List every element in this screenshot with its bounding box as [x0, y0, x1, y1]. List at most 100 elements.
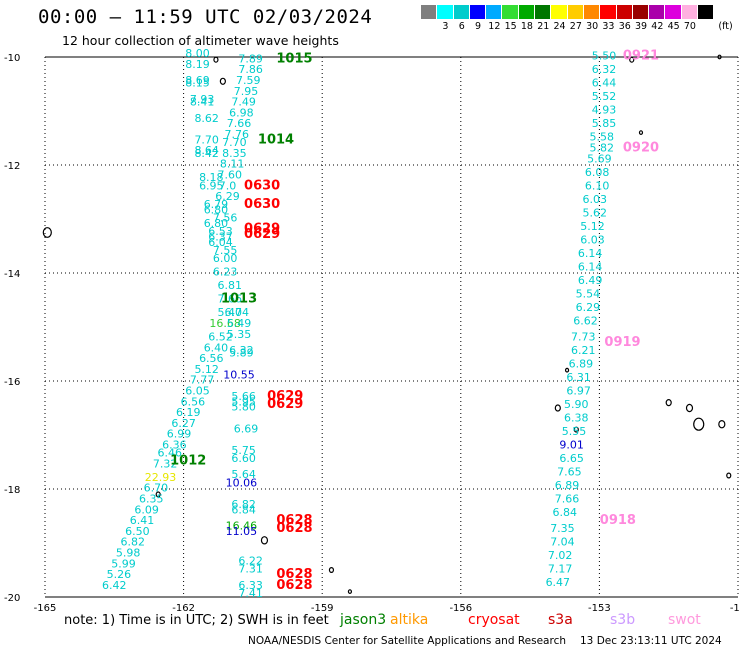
- island-outline: [42, 227, 52, 238]
- island-outline: [665, 399, 672, 407]
- colorbar-label: 12: [488, 21, 501, 32]
- wave-height-value: 6.70: [144, 482, 169, 495]
- wave-height-value: 7.31: [238, 563, 263, 576]
- satellite-legend: jason3 altika cryosat s3a s3b swot: [0, 612, 740, 630]
- wave-height-value: 5.80: [231, 401, 256, 414]
- y-tick-label: -10: [4, 53, 20, 64]
- wave-height-value: 6.46: [157, 447, 182, 460]
- wave-height-value: 8.19: [185, 58, 210, 71]
- wave-height-value: 6.09: [134, 503, 159, 516]
- track-time-labels: 1015101410131012063006300629062906290629…: [170, 49, 659, 593]
- wave-height-value: 6.79: [204, 198, 229, 211]
- wave-height-value: 16.46: [226, 520, 258, 533]
- wave-height-value: 5.98: [116, 547, 141, 560]
- wave-height-value: 6.41: [130, 514, 155, 527]
- wave-height-value: 6.80: [204, 217, 229, 230]
- wave-height-value: 7.77: [190, 374, 215, 387]
- plot-frame: [45, 56, 738, 598]
- wave-height-value: 16.68: [209, 317, 241, 330]
- track-time-label: 0918: [600, 513, 636, 528]
- island-outline: [219, 77, 226, 85]
- wave-height-value: 7.59: [236, 74, 261, 87]
- track-time-label: 0630: [244, 178, 280, 193]
- colorbar-swatch: [437, 5, 454, 19]
- track-time-label: 1013: [221, 292, 257, 307]
- wave-height-value: 6.82: [231, 498, 256, 511]
- track-time-label: 0629: [267, 389, 303, 404]
- island-outline: [638, 130, 644, 136]
- colorbar-swatch: [681, 5, 699, 19]
- track-time-label: 1014: [258, 132, 294, 147]
- credit-text: NOAA/NESDIS Center for Satellite Applica…: [248, 635, 566, 647]
- axis-ticks: -165 -162 -159 -156 -153 -15 -10 -12 -14 -16 -18 -2…: [4, 53, 740, 614]
- wave-height-value: 6.99: [167, 428, 192, 441]
- wave-height-value: 6.00: [213, 252, 238, 265]
- wave-height-value: 5.75: [231, 444, 256, 457]
- wave-height-value: 6.56: [181, 395, 206, 408]
- wave-height-value: 6.03: [580, 233, 605, 246]
- colorbar-label: 36: [618, 21, 631, 32]
- colorbar-swatch: [486, 5, 503, 19]
- colorbar-label: 42: [651, 21, 664, 32]
- track-time-label: 0630: [244, 197, 280, 212]
- wave-height-value: 7.66: [218, 293, 243, 306]
- satellite-legend-jason3: jason3: [340, 612, 387, 628]
- wave-height-value: 5.49: [227, 317, 252, 330]
- wave-height-value: 7.70: [222, 136, 247, 149]
- colorbar-swatch: [453, 5, 470, 19]
- colorbar-label: 45: [667, 21, 680, 32]
- wave-height-value: 6.95: [199, 179, 224, 192]
- y-tick-label: -16: [4, 377, 20, 388]
- wave-height-value: 6.04: [224, 306, 249, 319]
- wave-height-value: 6.19: [176, 406, 201, 419]
- colorbar-swatch: [551, 5, 568, 19]
- wave-height-value: 7.86: [238, 63, 263, 76]
- colorbar-label: 30: [586, 21, 599, 32]
- colorbar-label: 24: [553, 21, 566, 32]
- wave-height-value: 6.47: [546, 576, 571, 589]
- wave-height-value: 6.80: [204, 204, 229, 217]
- wave-height-value: 6.14: [578, 247, 603, 260]
- wave-height-value: 22.93: [145, 471, 177, 484]
- track-time-label: 1015: [276, 51, 312, 66]
- colorbar-swatch: [616, 5, 633, 19]
- island-outline: [155, 491, 161, 498]
- wave-height-value: 6.29: [215, 190, 240, 203]
- wave-height-value: 6.49: [578, 274, 603, 287]
- wave-height-value: 7.0: [219, 179, 237, 192]
- track-time-label: 0629: [267, 397, 303, 412]
- wave-height-value: 5.58: [589, 131, 614, 144]
- wave-height-value: 6.32: [592, 63, 617, 76]
- wave-height-value: 6.33: [238, 579, 263, 592]
- wave-height-value: 8.35: [222, 147, 247, 160]
- wave-height-value: 7.70: [194, 133, 219, 146]
- track-time-label: 0628: [276, 521, 312, 536]
- wave-height-value: 6.89: [569, 358, 594, 371]
- wave-height-value: 5.95: [231, 395, 256, 408]
- wave-height-value: 8.62: [194, 112, 219, 125]
- colorbar-label: 39: [635, 21, 648, 32]
- track-time-label: 0919: [604, 335, 640, 350]
- wave-height-value: 6.89: [555, 479, 580, 492]
- colorbar-label: 27: [569, 21, 582, 32]
- wave-height-value: 5.66: [231, 390, 256, 403]
- colorbar-swatch: [583, 5, 601, 19]
- track-time-label: 0629: [244, 222, 280, 237]
- island-outline: [328, 566, 335, 573]
- wave-height-value: 6.98: [229, 106, 254, 119]
- wave-height-value: 11.05: [226, 525, 258, 538]
- wave-height-value: 5.54: [576, 287, 601, 300]
- wave-height-value: 5.47: [218, 306, 243, 319]
- wave-height-value: 5.55: [562, 425, 587, 438]
- wave-height-value: 4.93: [592, 104, 617, 117]
- colorbar-swatch: [698, 5, 715, 19]
- wave-height-values: 8.008.198.698.157.938.418.627.708.648.42…: [102, 47, 616, 600]
- wave-height-value: 7.32: [153, 457, 178, 470]
- x-tick-label: -153: [588, 603, 611, 614]
- wave-height-value: 6.08: [585, 166, 610, 179]
- track-time-label: 0920: [623, 141, 659, 156]
- wave-height-value: 5.26: [107, 568, 132, 581]
- wave-height-value: 6.81: [218, 279, 243, 292]
- satellite-legend-altika: altika: [390, 612, 429, 628]
- wave-height-value: 5.62: [583, 206, 608, 219]
